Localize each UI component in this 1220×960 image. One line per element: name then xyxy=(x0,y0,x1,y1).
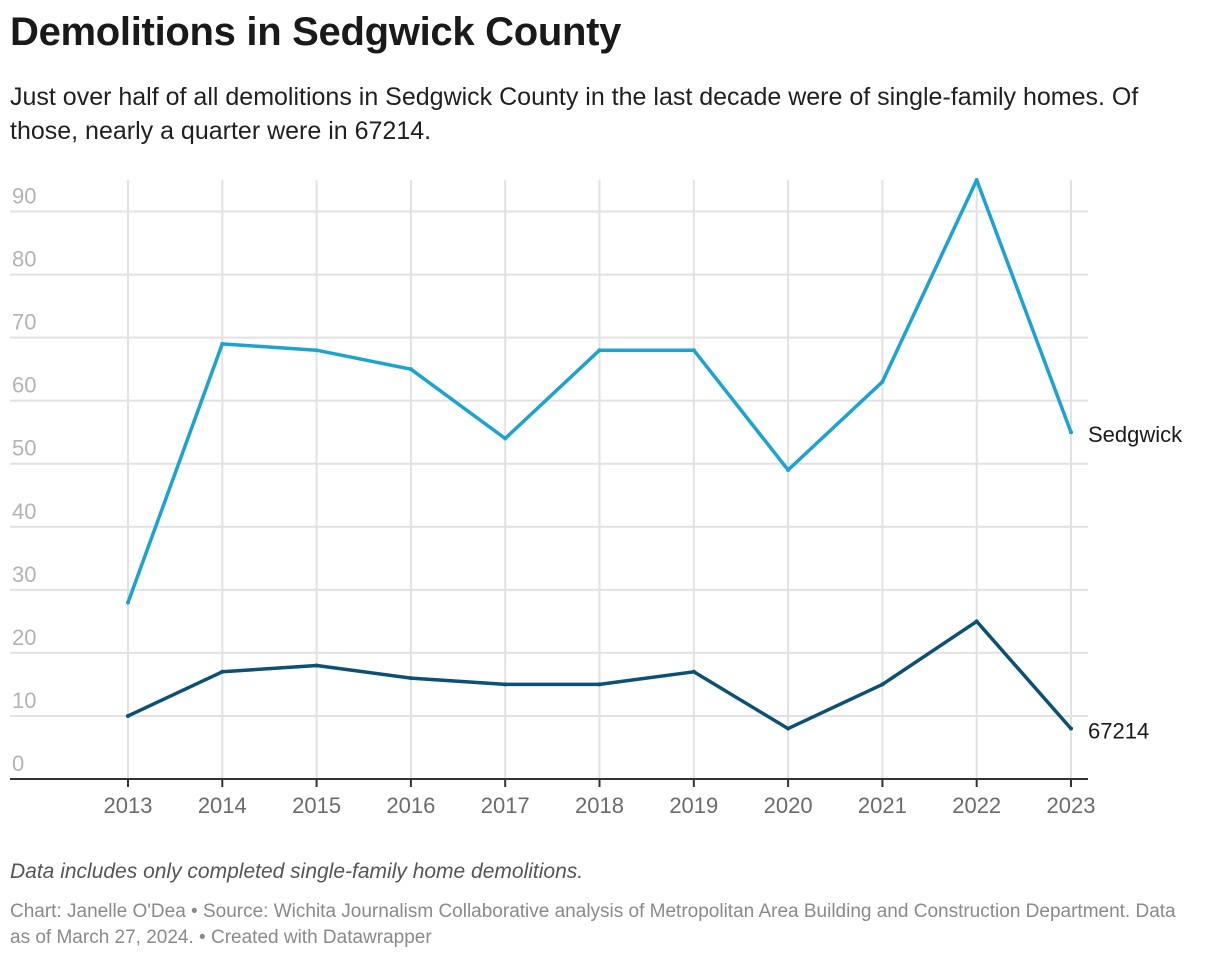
data-point-sedgwick-2023 xyxy=(1069,430,1073,435)
x-tick-label: 2023 xyxy=(1047,793,1096,818)
line-chart: 0 10 20 30 40 50 60 70 80 90 2013 2014 2015 2016 2017… xyxy=(10,178,1183,818)
data-point-67214-2018 xyxy=(597,682,602,687)
x-tick-label: 2022 xyxy=(952,793,1001,818)
series-label-sedgwick: Sedgwick xyxy=(1088,422,1183,447)
data-point-67214-2017 xyxy=(503,682,508,687)
data-point-sedgwick-2019 xyxy=(691,348,696,353)
y-tick-label: 40 xyxy=(12,499,36,524)
y-tick-label: 60 xyxy=(12,373,36,398)
y-tick-label: 70 xyxy=(12,310,36,335)
data-point-67214-2021 xyxy=(880,682,885,687)
gridlines xyxy=(10,180,1088,780)
series-label-67214: 67214 xyxy=(1088,719,1149,744)
y-tick-label: 80 xyxy=(12,247,36,272)
data-point-67214-2016 xyxy=(408,676,413,681)
x-tick-label: 2016 xyxy=(386,793,435,818)
x-tick-label: 2021 xyxy=(858,793,907,818)
chart-source: Chart: Janelle O'Dea • Source: Wichita J… xyxy=(10,901,1176,948)
x-tick-label: 2015 xyxy=(292,793,341,818)
y-axis-ticks: 0 10 20 30 40 50 60 70 80 90 xyxy=(12,184,36,776)
data-point-sedgwick-2016 xyxy=(408,367,413,372)
x-tick-label: 2020 xyxy=(764,793,813,818)
y-tick-label: 10 xyxy=(12,688,36,713)
y-tick-label: 90 xyxy=(12,184,36,209)
data-point-67214-2019 xyxy=(691,669,696,674)
data-point-sedgwick-2015 xyxy=(314,348,319,353)
x-tick-label: 2017 xyxy=(481,793,530,818)
x-tick-label: 2018 xyxy=(575,793,624,818)
y-tick-label: 0 xyxy=(12,751,24,776)
x-axis-ticks: 2013 2014 2015 2016 2017 2018 2019 2020 2021 2022… xyxy=(104,779,1096,818)
data-point-67214-2014 xyxy=(220,669,225,674)
data-point-sedgwick-2013 xyxy=(126,600,130,605)
series-lines xyxy=(126,178,1073,731)
data-point-67214-2022 xyxy=(974,619,979,624)
data-point-sedgwick-2020 xyxy=(786,468,791,473)
data-point-67214-2020 xyxy=(786,726,791,731)
y-tick-label: 50 xyxy=(12,436,36,461)
y-tick-label: 20 xyxy=(12,625,36,650)
chart-subtitle: Just over half of all demolitions in Sed… xyxy=(10,83,1139,145)
x-tick-label: 2014 xyxy=(198,793,247,818)
data-point-sedgwick-2014 xyxy=(220,341,225,346)
data-point-67214-2013 xyxy=(126,713,130,718)
chart-title: Demolitions in Sedgwick County xyxy=(10,10,622,54)
data-point-sedgwick-2017 xyxy=(503,436,508,441)
data-point-sedgwick-2018 xyxy=(597,348,602,353)
x-tick-label: 2013 xyxy=(104,793,153,818)
y-tick-label: 30 xyxy=(12,562,36,587)
x-tick-label: 2019 xyxy=(669,793,718,818)
data-point-67214-2015 xyxy=(314,663,319,668)
data-point-sedgwick-2021 xyxy=(880,379,885,384)
series-labels: Sedgwick 67214 xyxy=(1088,422,1183,743)
data-point-67214-2023 xyxy=(1069,726,1073,731)
chart-note: Data includes only completed single-fami… xyxy=(10,860,584,883)
data-point-sedgwick-2022 xyxy=(974,178,979,182)
